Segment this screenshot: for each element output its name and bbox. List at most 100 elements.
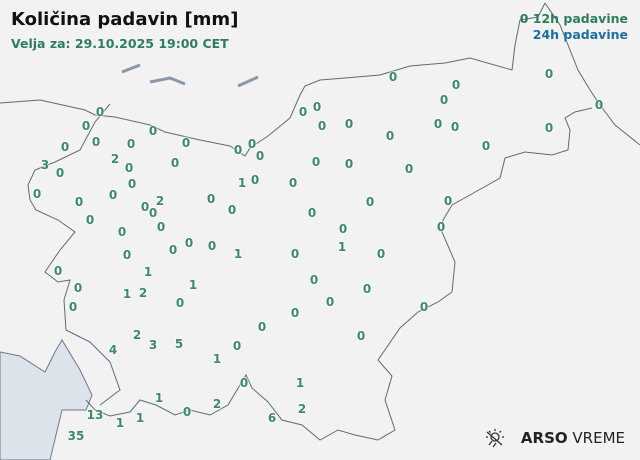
station-value: 0	[32, 187, 42, 201]
station-value: 0	[356, 329, 366, 343]
station-value: 1	[115, 416, 125, 430]
station-value: 1	[135, 411, 145, 425]
station-value: 0	[544, 121, 554, 135]
station-value: 0	[451, 78, 461, 92]
sun-rain-icon	[485, 429, 504, 448]
station-value: 0	[404, 162, 414, 176]
station-value: 3	[148, 338, 158, 352]
legend-24h: 24h padavine	[532, 27, 628, 42]
station-value: 0	[117, 225, 127, 239]
station-value: 1	[122, 287, 132, 301]
station-value: 0	[91, 135, 101, 149]
station-value: 0	[439, 93, 449, 107]
station-value: 0	[126, 137, 136, 151]
station-value: 0	[419, 300, 429, 314]
station-value: 1	[237, 176, 247, 190]
legend-12h: 12h padavine	[532, 11, 628, 26]
station-value: 0	[232, 339, 242, 353]
station-value: 0	[344, 117, 354, 131]
station-value: 0	[257, 320, 267, 334]
station-value: 0	[233, 143, 243, 157]
station-value: 0	[122, 248, 132, 262]
station-value: 5	[174, 337, 184, 351]
station-value: 0	[140, 200, 150, 214]
station-value: 0	[338, 222, 348, 236]
station-value: 0	[433, 117, 443, 131]
station-value: 0	[68, 300, 78, 314]
station-value: 1	[233, 247, 243, 261]
station-value: 0	[170, 156, 180, 170]
station-value: 0	[85, 213, 95, 227]
station-value: 0	[436, 220, 446, 234]
station-value: 0	[298, 105, 308, 119]
legend-sample-value: 0	[519, 11, 529, 26]
lake	[237, 75, 259, 88]
station-value: 2	[138, 286, 148, 300]
station-value: 0	[362, 282, 372, 296]
station-value: 0	[247, 137, 257, 151]
logo-product: VREME	[572, 429, 625, 447]
station-value: 0	[182, 405, 192, 419]
station-value: 0	[481, 139, 491, 153]
station-value: 0	[385, 129, 395, 143]
station-value: 0	[290, 306, 300, 320]
station-value: 0	[81, 119, 91, 133]
station-value: 0	[309, 273, 319, 287]
station-value: 0	[311, 155, 321, 169]
arso-logo: ARSO VREME	[485, 428, 625, 448]
station-value: 0	[344, 157, 354, 171]
station-value: 1	[188, 278, 198, 292]
station-value: 0	[168, 243, 178, 257]
station-value: 0	[55, 166, 65, 180]
station-value: 0	[53, 264, 63, 278]
station-value: 2	[297, 402, 307, 416]
station-value: 0	[127, 177, 137, 191]
station-value: 0	[60, 140, 70, 154]
station-value: 35	[67, 429, 85, 443]
station-value: 0	[312, 100, 322, 114]
valid-time: Velja za: 29.10.2025 19:00 CET	[11, 36, 229, 51]
station-value: 1	[295, 376, 305, 390]
station-value: 0	[184, 236, 194, 250]
lake	[121, 63, 141, 74]
station-value: 0	[148, 206, 158, 220]
station-value: 13	[86, 408, 104, 422]
station-value: 1	[154, 391, 164, 405]
station-value: 0	[388, 70, 398, 84]
station-value: 0	[108, 188, 118, 202]
station-value: 0	[206, 192, 216, 206]
station-value: 0	[207, 239, 217, 253]
station-value: 0	[307, 206, 317, 220]
station-value: 1	[212, 352, 222, 366]
station-value: 0	[594, 98, 604, 112]
station-value: 0	[156, 220, 166, 234]
legend: 0 12h padavine 24h padavine	[520, 11, 628, 43]
station-value: 0	[450, 120, 460, 134]
map-title: Količina padavin [mm]	[11, 9, 239, 30]
sea	[0, 339, 93, 460]
station-value: 1	[143, 265, 153, 279]
lake	[149, 76, 186, 86]
station-value: 2	[155, 194, 165, 208]
station-value: 0	[239, 376, 249, 390]
station-value: 0	[365, 195, 375, 209]
station-value: 0	[73, 281, 83, 295]
logo-brand: ARSO	[520, 429, 568, 447]
station-value: 0	[255, 149, 265, 163]
station-value: 0	[325, 295, 335, 309]
station-value: 0	[288, 176, 298, 190]
station-value: 1	[337, 240, 347, 254]
station-value: 0	[175, 296, 185, 310]
station-value: 0	[148, 124, 158, 138]
station-value: 0	[317, 119, 327, 133]
station-value: 0	[290, 247, 300, 261]
station-value: 0	[443, 194, 453, 208]
station-value: 2	[110, 152, 120, 166]
station-value: 2	[132, 328, 142, 342]
station-value: 0	[74, 195, 84, 209]
country-border	[0, 2, 640, 441]
station-value: 0	[227, 203, 237, 217]
station-value: 3	[40, 158, 50, 172]
